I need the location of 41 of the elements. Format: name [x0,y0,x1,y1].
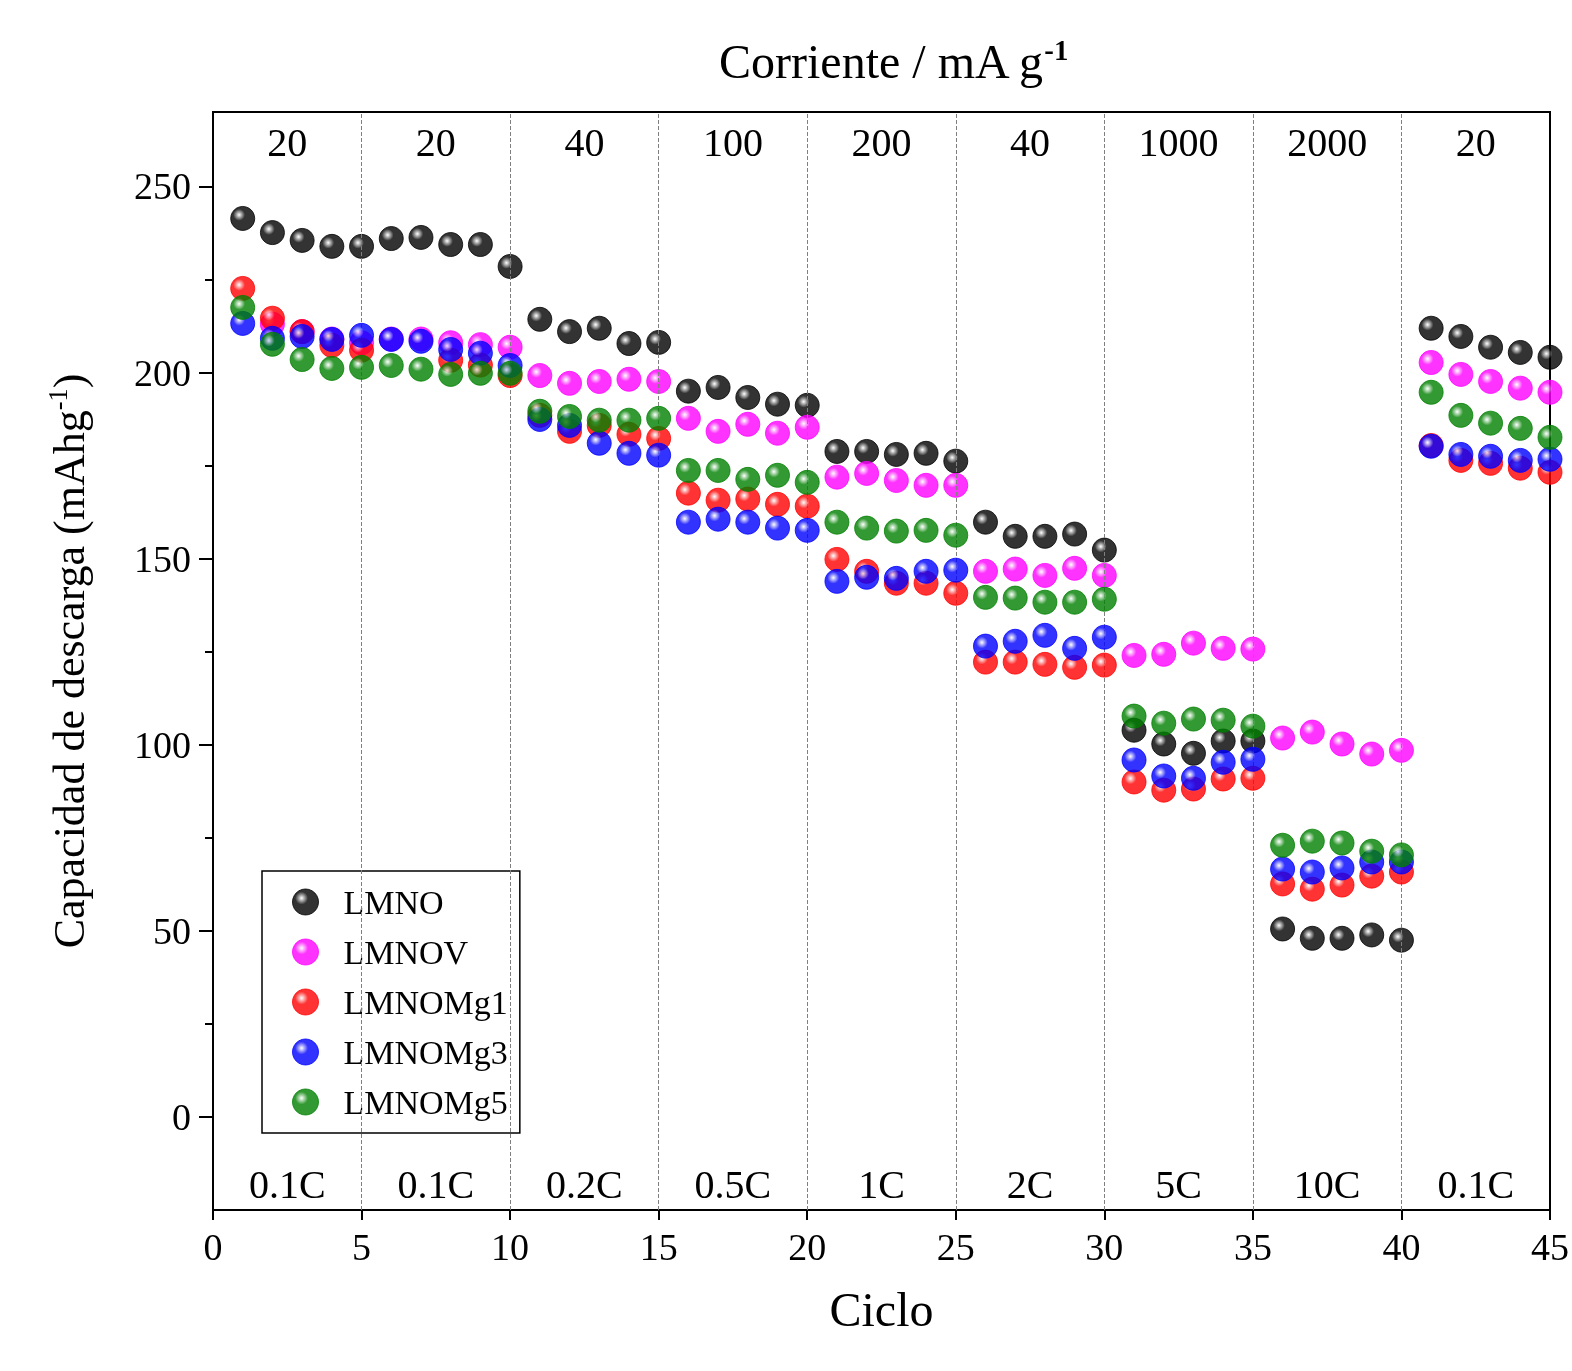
x-tick-label: 30 [1085,1226,1124,1268]
annotation: 2C [1006,1161,1054,1207]
y-axis-title: Capacidad de descarga (mAhg-1) [43,373,94,949]
annotation: 0.5C [694,1161,772,1207]
legend-label: LMNOMg1 [343,983,508,1021]
annotation: 0.2C [546,1161,623,1207]
y-tick-label: 50 [153,909,191,952]
x-tick-label: 35 [1233,1226,1272,1268]
y-tick-label: 100 [134,723,191,766]
x-tick-label: 20 [788,1226,827,1268]
annotation: 1000 [1138,119,1219,165]
x-tick-label: 10 [491,1226,530,1268]
y-tick-label: 200 [134,351,191,394]
x-tick-label: 0 [203,1226,223,1268]
annotation: 2000 [1287,119,1368,165]
annotation: 100 [702,119,763,165]
legend-label: LMNOMg3 [343,1033,508,1071]
x-tick-label: 5 [352,1226,372,1268]
x-tick-label: 40 [1382,1226,1421,1268]
annotation: 0.1C [1437,1161,1515,1207]
annotation: 40 [1010,119,1051,165]
annotation: 5C [1155,1161,1202,1207]
annotation: 20 [415,119,456,165]
x-axis-title: Ciclo [829,1282,934,1336]
annotation: 20 [267,119,308,165]
x-tick-label: 45 [1531,1226,1569,1268]
annotation: 0.1C [397,1161,475,1207]
annotation: 1C [858,1161,905,1207]
annotation: 40 [564,119,605,165]
y-tick-label: 0 [172,1095,191,1138]
annotation: 0.1C [248,1161,326,1207]
legend-label: LMNOV [343,933,469,971]
annotation: 200 [851,119,912,165]
annotation: 10C [1293,1161,1361,1207]
y-tick-label: 150 [134,537,191,580]
x-tick-label: 15 [639,1226,678,1268]
y-tick-label: 250 [134,165,191,208]
legend-label: LMNO [343,883,444,921]
legend-label: LMNOMg5 [343,1083,508,1121]
x-tick-label: 25 [936,1226,975,1268]
annotation: 20 [1455,119,1496,165]
